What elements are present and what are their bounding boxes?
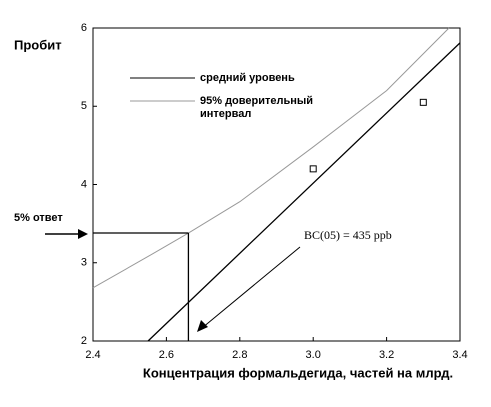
y-tick-label: 6 — [81, 22, 87, 34]
y-tick-label: 4 — [81, 178, 87, 190]
x-tick-label: 2.4 — [85, 349, 100, 361]
x-tick-label: 2.6 — [159, 349, 174, 361]
arrow — [201, 246, 301, 329]
legend-label: средний уровень — [200, 72, 295, 84]
y-tick-label: 5 — [81, 100, 87, 112]
annotation: BC(05) = 435 ppb — [304, 228, 392, 242]
y-axis-label: Пробит — [14, 37, 62, 52]
series-line — [147, 42, 461, 342]
y-tick-label: 3 — [81, 257, 87, 269]
x-tick-label: 3.2 — [379, 349, 394, 361]
arrow-head — [197, 320, 208, 332]
x-tick-label: 2.8 — [232, 349, 247, 361]
x-tick-label: 3.0 — [306, 349, 321, 361]
data-point — [419, 98, 427, 106]
response-label: 5% ответ — [14, 212, 63, 224]
legend-label: 95% доверительный интервал — [200, 95, 314, 120]
arrow-head — [78, 229, 88, 239]
data-point — [309, 165, 317, 173]
y-tick-label: 2 — [81, 335, 87, 347]
x-tick-label: 3.4 — [452, 349, 467, 361]
x-axis-label: Концентрация формальдегида, частей на мл… — [143, 365, 453, 380]
series-line — [92, 27, 450, 289]
